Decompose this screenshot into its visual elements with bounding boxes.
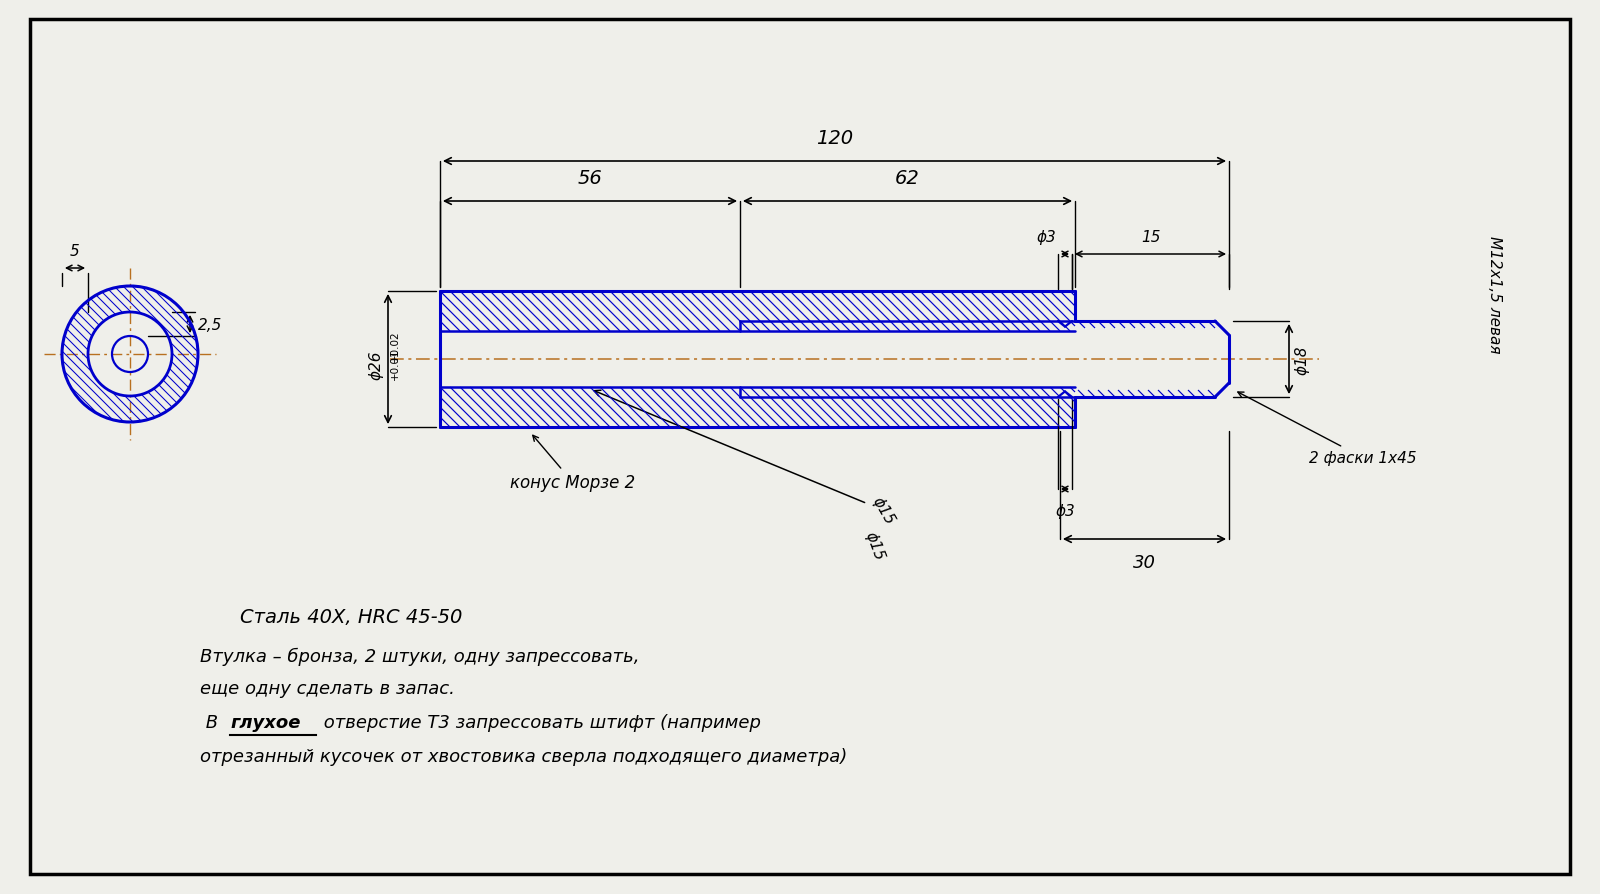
Text: ϕ3: ϕ3 — [1037, 230, 1056, 245]
Text: 120: 120 — [816, 129, 853, 148]
Text: ϕ15: ϕ15 — [594, 391, 898, 527]
Text: глухое: глухое — [230, 713, 301, 731]
Text: ϕ15: ϕ15 — [862, 529, 886, 562]
Text: В: В — [200, 713, 224, 731]
Text: ϕ18: ϕ18 — [1294, 345, 1310, 375]
Text: еще одну сделать в запас.: еще одну сделать в запас. — [200, 679, 454, 697]
Text: 15: 15 — [1141, 230, 1160, 245]
Text: 62: 62 — [894, 169, 920, 188]
Text: Сталь 40Х, HRC 45-50: Сталь 40Х, HRC 45-50 — [240, 607, 462, 627]
Text: Втулка – бронза, 2 штуки, одну запрессовать,: Втулка – бронза, 2 штуки, одну запрессов… — [200, 647, 640, 665]
Text: ϕ26: ϕ26 — [370, 350, 384, 379]
Text: 2 фаски 1x45: 2 фаски 1x45 — [1238, 392, 1416, 466]
Text: конус Морзе 2: конус Морзе 2 — [510, 435, 635, 492]
Text: M12x1,5 левая: M12x1,5 левая — [1488, 236, 1502, 353]
Text: отрезанный кусочек от хвостовика сверла подходящего диаметра): отрезанный кусочек от хвостовика сверла … — [200, 747, 848, 765]
Text: отверстие Τ3 запрессовать штифт (например: отверстие Τ3 запрессовать штифт (наприме… — [318, 713, 762, 731]
Text: +0.01: +0.01 — [390, 348, 400, 379]
Text: 30: 30 — [1133, 553, 1155, 571]
Text: 2,5: 2,5 — [198, 317, 222, 333]
Text: 56: 56 — [578, 169, 602, 188]
Text: +0.02: +0.02 — [390, 330, 400, 361]
Text: 5: 5 — [70, 244, 80, 258]
Text: ϕ3: ϕ3 — [1054, 503, 1075, 519]
